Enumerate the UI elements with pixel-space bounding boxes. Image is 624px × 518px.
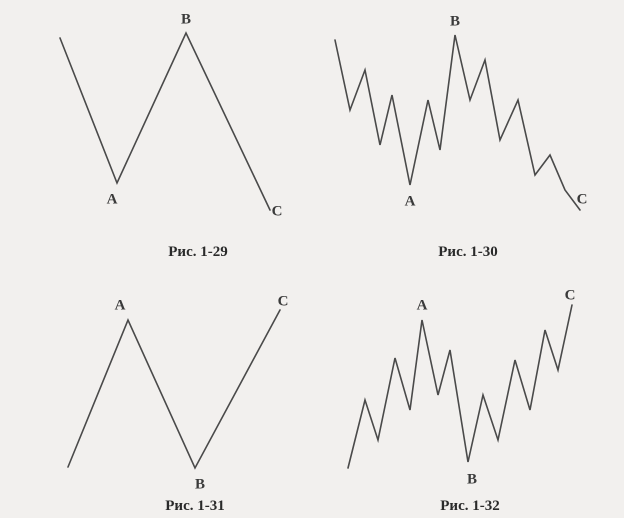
fig-1-31-label-b: B	[195, 477, 205, 494]
fig-1-29-label-c: C	[272, 204, 283, 221]
fig-1-30-caption: Рис. 1-30	[438, 244, 497, 261]
fig-1-29-label-a: A	[107, 192, 118, 209]
fig-1-29-label-b: B	[181, 12, 191, 29]
fig-1-30-label-c: C	[577, 192, 588, 209]
fig-1-31-caption: Рис. 1-31	[165, 498, 224, 515]
fig-1-30-label-b: B	[450, 14, 460, 31]
fig-1-30-polyline	[335, 35, 580, 210]
fig-1-31-label-c: C	[278, 294, 289, 311]
fig-1-29-polyline	[60, 33, 270, 210]
fig-1-32-caption: Рис. 1-32	[440, 498, 499, 515]
fig-1-32-label-b: B	[467, 472, 477, 489]
figure-grid	[0, 0, 624, 518]
fig-1-29-caption: Рис. 1-29	[168, 244, 227, 261]
fig-1-32-polyline	[348, 305, 572, 468]
fig-1-31-label-a: A	[115, 298, 126, 315]
fig-1-32-label-c: C	[565, 288, 576, 305]
fig-1-31-polyline	[68, 310, 280, 468]
fig-1-30-label-a: A	[405, 194, 416, 211]
fig-1-32-label-a: A	[417, 298, 428, 315]
